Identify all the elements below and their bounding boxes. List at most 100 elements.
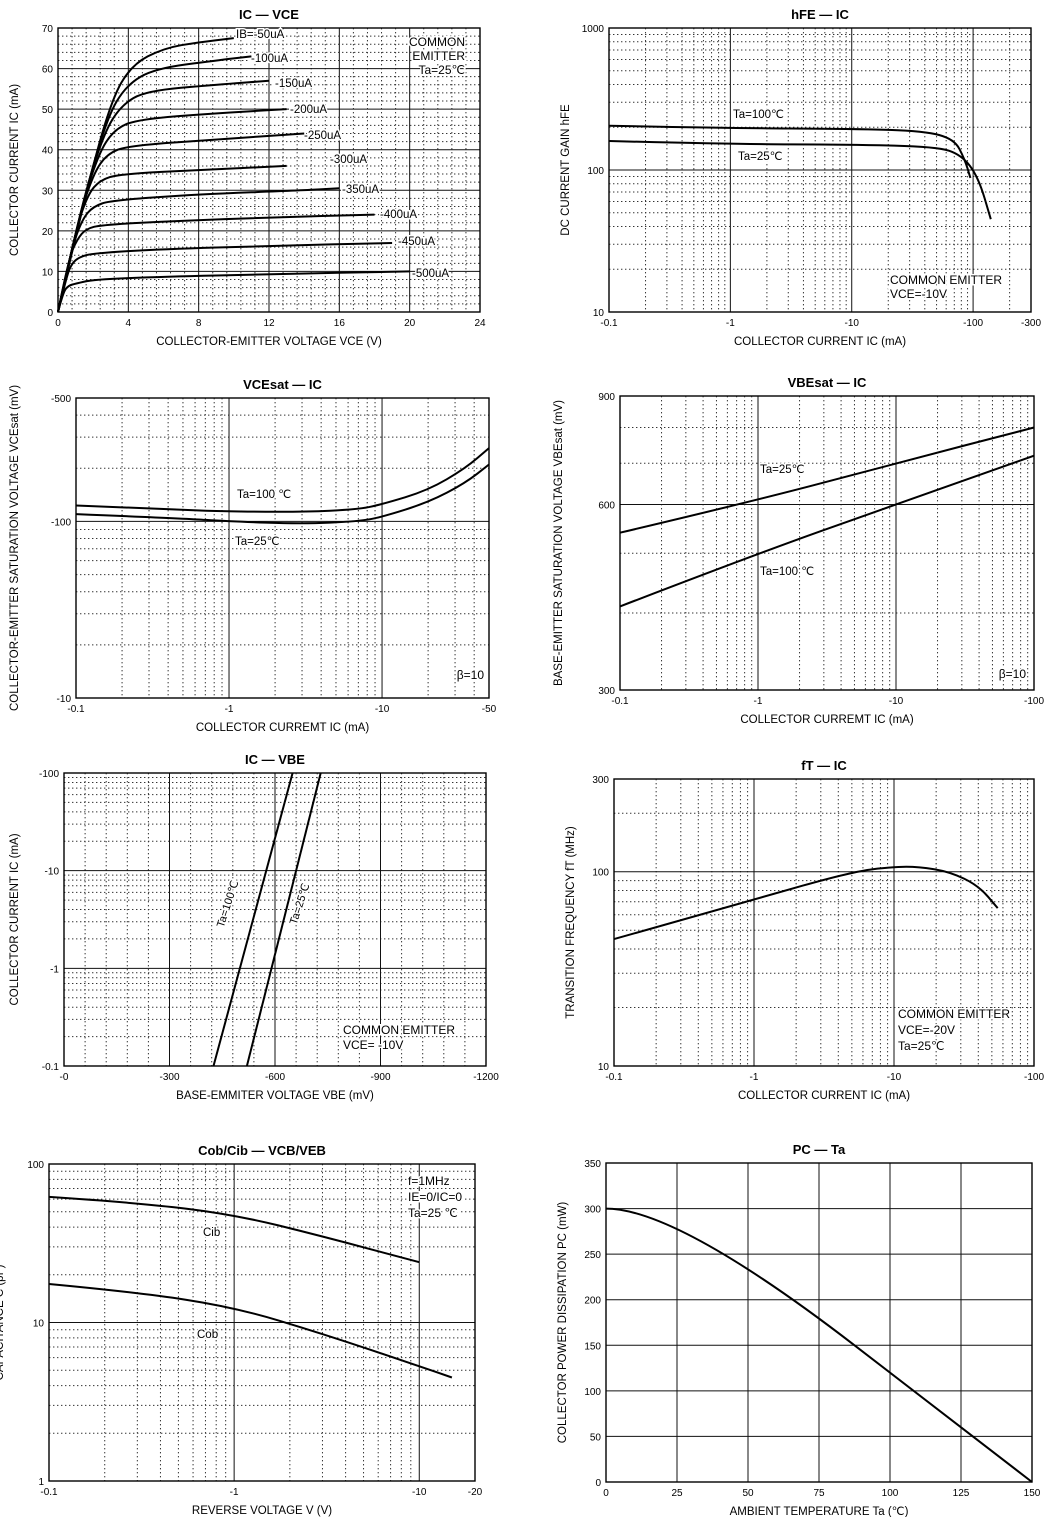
- x-tick-label: -10: [412, 1487, 427, 1498]
- series-line: [608, 140, 992, 220]
- series-label: -150uA: [275, 78, 312, 90]
- annotation: f=1MHz: [408, 1174, 450, 1188]
- x-tick-label: -1: [726, 318, 735, 329]
- chart-title: VCEsat — IC: [243, 377, 322, 392]
- series-label: -200uA: [290, 104, 327, 116]
- x-tick-label: -1: [230, 1487, 239, 1498]
- x-tick-label: 8: [196, 318, 202, 329]
- annotation: COMMON EMITTER: [890, 273, 1002, 287]
- x-tick-label: -50: [482, 704, 497, 715]
- x-tick-label: -600: [265, 1072, 285, 1083]
- series-label: -100uA: [251, 53, 288, 65]
- chart-2: -0.1 -1 -10 -100 -300 10 100 1000 Ta=100℃ Ta=25℃ C…: [560, 7, 1041, 348]
- y-axis-label: COLLECTOR POWER DISSIPATION PC (mW): [557, 1202, 569, 1444]
- annotation: EMITTER: [412, 49, 465, 63]
- plot-frame: [48, 1163, 476, 1482]
- plot-frame: [63, 772, 487, 1067]
- annotation: Ta=25℃: [418, 63, 465, 77]
- series-line: [48, 1283, 453, 1379]
- annotation: VCE=-20V: [898, 1023, 955, 1037]
- y-axis-label: TRANSITION FREQUENCY fT (MHz): [565, 826, 577, 1019]
- x-tick-label: -0.1: [40, 1487, 58, 1498]
- y-tick-label: 100: [27, 1160, 44, 1171]
- series-label: Ta=100 ℃: [237, 489, 291, 501]
- y-tick-label: 0: [47, 308, 53, 319]
- series-label: Ta=100℃: [215, 879, 241, 929]
- y-tick-label: -10: [57, 694, 72, 705]
- x-tick-label: -20: [468, 1487, 483, 1498]
- series-line: [619, 454, 1035, 608]
- series-line: [608, 124, 972, 179]
- y-tick-label: 100: [592, 868, 609, 879]
- x-axis-label: COLLECTOR CURRENT IC (mA): [734, 336, 906, 348]
- series-line: [75, 447, 490, 513]
- series-label: Ta=25℃: [760, 464, 805, 476]
- series-line: [57, 242, 393, 313]
- chart-7: -0.1 -1 -10 -20 1 10 100 Cib Cob f=1MHz IE=0/IC=0 T…: [0, 1143, 483, 1517]
- series-line: [57, 37, 234, 313]
- annotation: VCE=-10V: [890, 287, 947, 301]
- x-tick-label: 100: [882, 1488, 899, 1499]
- plot-frame: [605, 1162, 1033, 1483]
- series-line: [57, 164, 287, 313]
- x-tick-label: 0: [603, 1488, 609, 1499]
- y-tick-label: 1: [38, 1477, 44, 1488]
- series-label: Ta=25℃: [235, 536, 280, 548]
- series-label: Ta=100 ℃: [760, 566, 814, 578]
- x-tick-label: 50: [742, 1488, 754, 1499]
- x-tick-label: -1: [754, 696, 763, 707]
- y-axis-label: DC CURRENT GAIN hFE: [560, 104, 572, 236]
- y-tick-label: 50: [590, 1432, 602, 1443]
- y-tick-label: 350: [584, 1159, 601, 1170]
- x-tick-label: -0.1: [67, 704, 85, 715]
- annotation: COMMON EMITTER: [898, 1007, 1010, 1021]
- y-tick-label: -1: [50, 964, 59, 975]
- x-axis-label: COLLECTOR CURRENT IC (mA): [738, 1090, 910, 1102]
- annotation: Ta=25 ℃: [408, 1206, 458, 1220]
- y-tick-label: 20: [42, 227, 54, 238]
- chart-title: IC — VBE: [245, 752, 305, 767]
- chart-title: hFE — IC: [791, 7, 849, 22]
- x-tick-label: -0.1: [611, 696, 629, 707]
- x-axis-label: BASE-EMMITER VOLTAGE VBE (mV): [176, 1090, 374, 1102]
- x-tick-label: -10: [889, 696, 904, 707]
- series-label: -250uA: [304, 130, 341, 142]
- y-tick-label: 40: [42, 146, 54, 157]
- series-line: [245, 772, 322, 1067]
- x-tick-label: -1200: [473, 1072, 499, 1083]
- series-line: [212, 772, 294, 1067]
- x-tick-label: 125: [953, 1488, 970, 1499]
- plot-frame: [608, 27, 1032, 313]
- y-tick-label: 300: [598, 686, 615, 697]
- x-axis-label: COLLECTOR-EMITTER VOLTAGE VCE (V): [156, 336, 382, 348]
- x-tick-label: 12: [263, 318, 275, 329]
- y-tick-label: -10: [45, 867, 60, 878]
- chart-title: fT — IC: [801, 758, 847, 773]
- y-axis-label: COLLECTOR CURRENT IC (mA): [9, 833, 21, 1005]
- y-tick-label: 10: [593, 308, 605, 319]
- series-line: [57, 55, 252, 313]
- x-tick-label: -900: [370, 1072, 390, 1083]
- chart-8: 0 25 50 75 100 125 150 0 50 100 150 200 250 300 350 PC …: [557, 1142, 1041, 1517]
- chart-6: -0.1 -1 -10 -100 10 100 300 COMMON EMITTER VCE=-…: [565, 758, 1044, 1102]
- series-line: [619, 426, 1035, 534]
- series-label: -300uA: [330, 154, 367, 166]
- plot-frame: [75, 397, 490, 699]
- y-tick-label: -100: [51, 517, 71, 528]
- x-tick-label: -10: [887, 1072, 902, 1083]
- x-tick-label: -0.1: [605, 1072, 623, 1083]
- y-tick-label: 900: [598, 392, 615, 403]
- series-line: [57, 270, 410, 313]
- x-tick-label: 20: [404, 318, 416, 329]
- plot-frame: [57, 27, 481, 313]
- x-tick-label: -0.1: [600, 318, 618, 329]
- annotation: IE=0/IC=0: [408, 1190, 462, 1204]
- y-tick-label: 60: [42, 65, 54, 76]
- x-tick-label: -100: [963, 318, 983, 329]
- x-tick-label: 16: [334, 318, 346, 329]
- x-tick-label: -0: [60, 1072, 69, 1083]
- annotation: VCE= -10V: [343, 1038, 403, 1052]
- y-tick-label: 600: [598, 501, 615, 512]
